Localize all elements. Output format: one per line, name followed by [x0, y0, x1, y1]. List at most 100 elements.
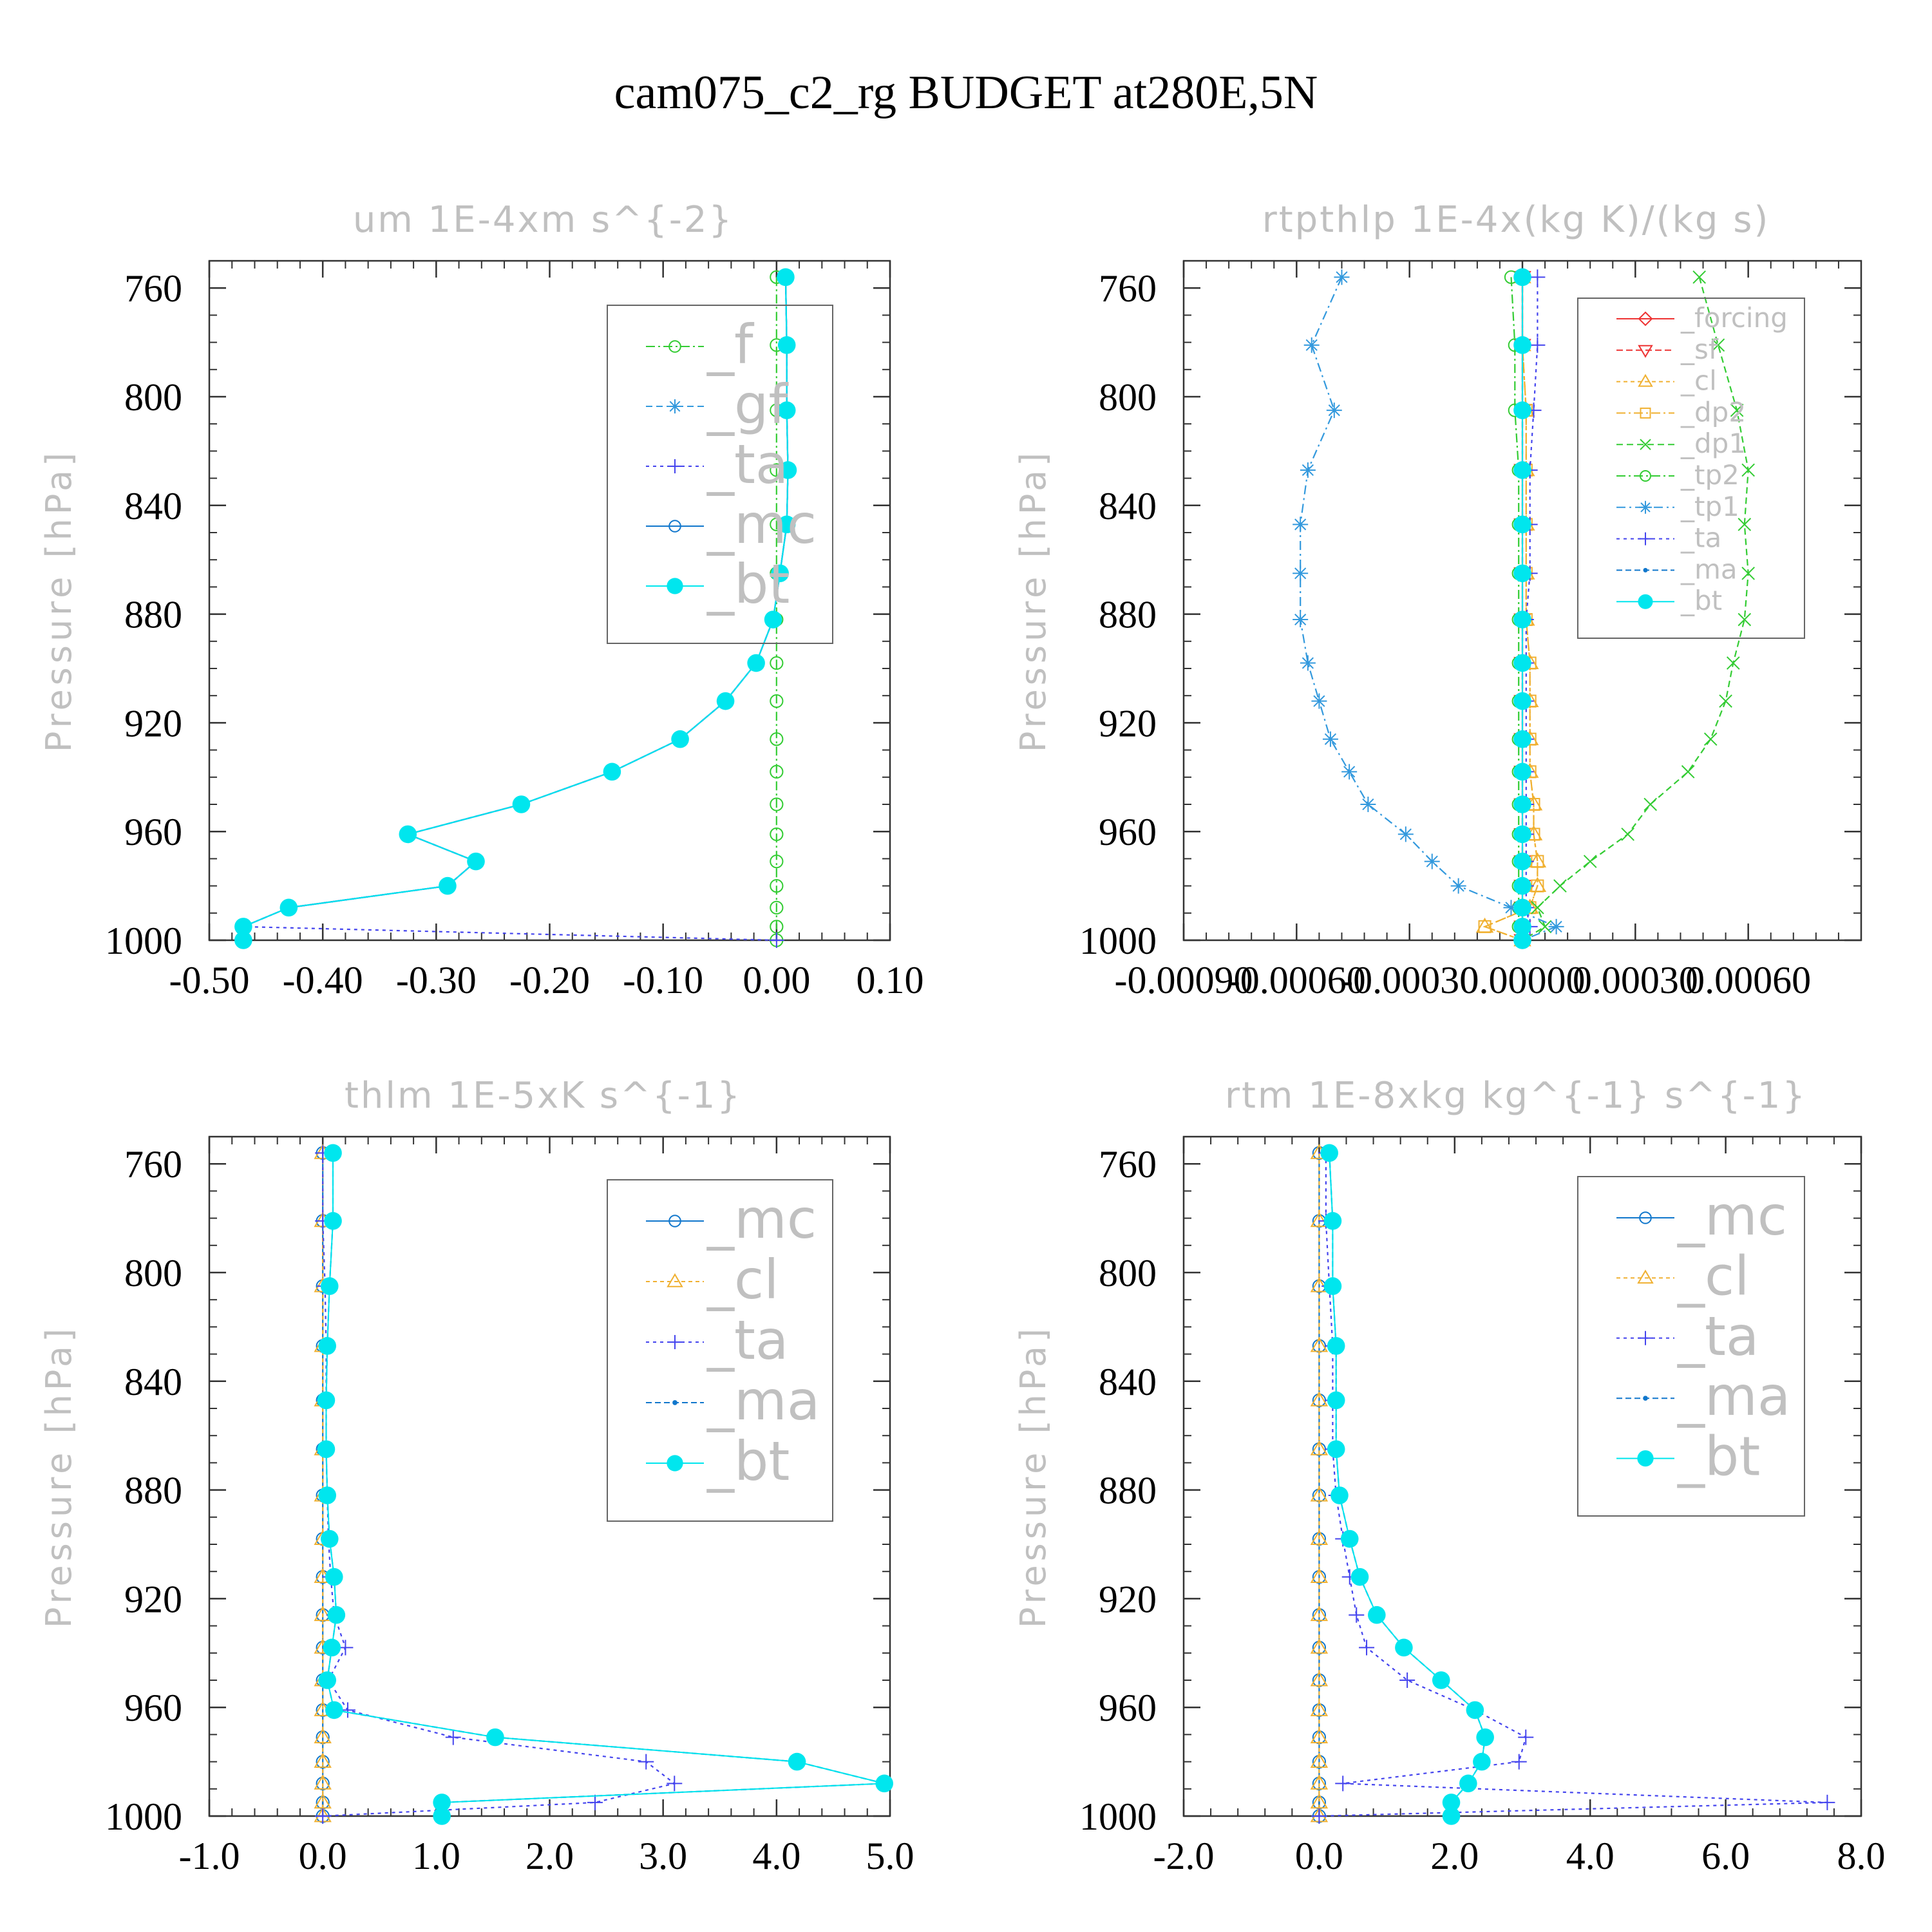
- data-point_bt: [1395, 1638, 1413, 1657]
- data-point_bt: [1327, 1337, 1345, 1355]
- data-point_bt: [777, 336, 796, 354]
- legend: _mc_cl_ta_ma_bt: [607, 1179, 833, 1522]
- chart-panel-3: 760 800 840 880 920 960 1000-1.0 0.0 1.0 2.0 3.0 4.…: [39, 1075, 914, 1877]
- chart-panel-1: 760 800 840 880 920 960 1000-0.50 -0.40 -0.30 -0.…: [39, 199, 924, 1001]
- data-point_ta: [1518, 1729, 1534, 1745]
- data-point_f: [770, 879, 784, 893]
- data-point_dp1: [1621, 828, 1634, 841]
- data-point_bt: [320, 1530, 339, 1548]
- data-point_bt: [716, 692, 735, 710]
- data-point_bt: [777, 268, 795, 287]
- data-point_bt: [1432, 1671, 1450, 1689]
- x-tick-label: 3.0: [639, 1835, 687, 1877]
- data-point_bt: [1513, 762, 1531, 781]
- legend-label_f: _f: [706, 313, 755, 376]
- legend-marker_ma: [672, 1400, 677, 1405]
- data-point_cl: [1310, 1391, 1329, 1406]
- data-point_bt: [318, 1486, 337, 1504]
- legend: _f_gf_ta_mc_bt: [607, 305, 833, 644]
- data-point_bt: [324, 1144, 342, 1162]
- x-tick-label: 4.0: [1566, 1835, 1615, 1877]
- series-line_ta: [322, 1153, 676, 1817]
- x-tick-label: -0.40: [283, 959, 363, 1001]
- legend-marker_ma: [1643, 567, 1648, 573]
- series_bt: [317, 1144, 893, 1825]
- series_cl: [1310, 1144, 1329, 1823]
- data-point_bt: [467, 852, 485, 871]
- data-point_dp1: [1719, 694, 1732, 708]
- legend-label_bt: _bt: [1680, 585, 1722, 616]
- x-tick-label: -0.50: [169, 959, 250, 1001]
- data-point_mc: [1312, 1640, 1326, 1654]
- data-point_bt: [318, 1671, 337, 1689]
- legend-label_ma: _ma: [1680, 553, 1738, 585]
- legend-label_cl: _cl: [1680, 365, 1717, 397]
- data-point_bt: [1323, 1212, 1342, 1230]
- data-point_bt: [1513, 852, 1531, 871]
- data-point_bt: [324, 1212, 342, 1230]
- data-point_cl: [1310, 1530, 1329, 1545]
- series_dp1: [1515, 270, 1755, 947]
- data-point_ta: [1335, 1776, 1351, 1792]
- data-point_tp1: [1293, 612, 1309, 628]
- data-point_bt: [325, 1701, 343, 1719]
- legend-label_tp2: _tp2: [1680, 459, 1739, 491]
- data-point_ta: [1530, 269, 1546, 285]
- y-tick-label: 880: [124, 594, 182, 636]
- data-point_ta: [1359, 1640, 1375, 1656]
- chart-panel-4: 760 800 840 880 920 960 1000-2.0 0.0 2.0 4.0 6.0 8.…: [1013, 1075, 1886, 1877]
- data-point_bt: [747, 654, 765, 672]
- data-point_bt: [327, 1605, 346, 1624]
- data-point_bt: [1513, 825, 1531, 844]
- data-point_bt: [433, 1807, 451, 1825]
- y-tick-label: 800: [124, 1252, 182, 1294]
- data-point_bt: [788, 1752, 806, 1771]
- legend-marker_sf: [1638, 345, 1653, 358]
- x-tick-label: -0.10: [623, 959, 703, 1001]
- legend-box: [1577, 298, 1805, 639]
- data-point_cl: [1310, 1774, 1329, 1790]
- data-point_ta: [587, 1794, 603, 1810]
- data-point_cl: [314, 1752, 332, 1768]
- data-point_bt: [512, 795, 531, 813]
- data-point_cl: [1310, 1671, 1329, 1687]
- data-point_dp1: [1711, 338, 1725, 352]
- data-point_bt: [1442, 1807, 1461, 1825]
- legend-label_mc: _mc: [1677, 1184, 1787, 1247]
- data-point_bt: [323, 1638, 341, 1657]
- series_bt: [234, 268, 797, 949]
- data-point_tp1: [1334, 269, 1350, 285]
- legend-marker_mc: [668, 520, 681, 533]
- legend: _forcing_sf_cl_dp2_dp1_tp2_tp1_ta_ma_bt: [1577, 298, 1805, 639]
- x-tick-label: -1.0: [179, 1835, 240, 1877]
- data-point_cl: [1310, 1277, 1329, 1293]
- data-point_dp1: [1553, 879, 1567, 893]
- x-tick-label: 5.0: [866, 1835, 914, 1877]
- legend-marker_ta: [668, 459, 682, 473]
- data-point_bt: [1327, 1440, 1345, 1459]
- legend-marker_tp2: [1640, 470, 1651, 482]
- panel-title: rtm 1E-8xkg kg^{-1} s^{-1}: [1225, 1075, 1807, 1117]
- data-point_dp1: [1703, 732, 1718, 746]
- y-tick-label: 880: [124, 1470, 182, 1512]
- data-point_tp1: [1548, 918, 1564, 934]
- legend-label_mc: _mc: [706, 493, 817, 556]
- x-tick-label: 0.00: [743, 959, 810, 1001]
- legend-marker_bt: [1638, 594, 1653, 609]
- data-point_tp1: [1397, 826, 1414, 842]
- data-point_bt: [320, 1277, 339, 1295]
- data-point_cl: [1310, 1701, 1329, 1716]
- data-point_f: [770, 694, 784, 708]
- data-point_bt: [317, 1391, 336, 1410]
- data-point_ta: [768, 933, 784, 948]
- data-point_dp1: [1583, 855, 1597, 868]
- data-point_cl: [1310, 1638, 1329, 1654]
- legend-marker_tp1: [1639, 500, 1652, 514]
- y-tick-label: 760: [124, 267, 182, 310]
- data-point_f: [770, 797, 784, 811]
- legend-box: [607, 305, 833, 644]
- legend-label_tp1: _tp1: [1680, 491, 1739, 522]
- data-point_ta: [1819, 1794, 1835, 1810]
- series-line_bt: [242, 277, 789, 940]
- data-point_cl: [314, 1728, 332, 1744]
